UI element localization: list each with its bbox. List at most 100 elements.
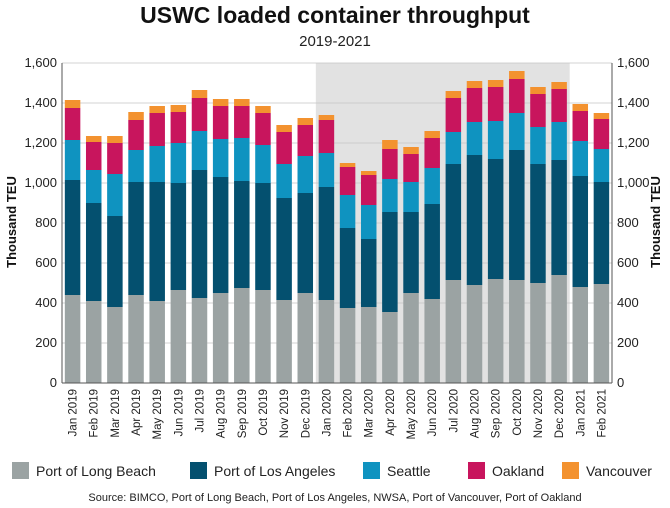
bar-segment (85, 170, 102, 203)
bar-segment (572, 176, 589, 287)
plot-area: 0 0 200 200 400 400 600 600 800 800 1,000 1,000 1,20… (24, 55, 649, 440)
x-tick-label: Feb 2019 (89, 389, 101, 438)
bar-segment (234, 99, 250, 106)
bar-segment (360, 205, 377, 239)
bar-segment (234, 138, 250, 181)
bar-segment (149, 182, 165, 301)
y-tick-label-left: 0 (50, 375, 57, 390)
bar-segment (572, 287, 589, 383)
bar-segment (64, 100, 81, 108)
bar-segment (149, 146, 165, 182)
bar-segment (297, 293, 314, 383)
bar-segment (509, 71, 525, 79)
bar-segment (509, 280, 525, 383)
bar-segment (445, 98, 462, 132)
x-tick-label: Jul 2020 (448, 389, 460, 432)
bar-segment (212, 106, 229, 139)
x-tick-label: Sep 2020 (491, 389, 503, 438)
bar-segment (191, 90, 208, 98)
bar-segment (487, 87, 504, 121)
bar-segment (445, 91, 462, 98)
bar-segment (466, 155, 483, 285)
bar-segment (64, 140, 81, 180)
bar-segment (530, 87, 546, 94)
chart-subtitle: 2019-2021 (299, 33, 371, 50)
bar-segment (64, 108, 81, 140)
bar-segment (382, 179, 398, 212)
bar-segment (64, 180, 81, 295)
bar-segment (191, 170, 208, 298)
x-tick-label: Jan 2021 (575, 389, 587, 436)
bar-segment (64, 295, 81, 383)
bar-segment (339, 163, 356, 167)
bar-segment (170, 112, 187, 143)
y-axis-label-left: Thousand TEU (4, 176, 19, 268)
bar-segment (276, 198, 292, 300)
bar-segment (107, 216, 123, 307)
x-tick-label: Feb 2020 (343, 389, 355, 438)
bar-segment (212, 99, 229, 106)
y-tick-label-left: 400 (35, 295, 57, 310)
bar-segment (509, 113, 525, 150)
bar-segment (403, 147, 419, 154)
bar-segment (212, 139, 229, 177)
y-tick-label-left: 600 (35, 255, 57, 270)
bar-segment (255, 183, 271, 290)
bar-segment (572, 141, 589, 176)
y-tick-label-left: 1,000 (24, 175, 57, 190)
y-tick-label-left: 1,400 (24, 95, 57, 110)
bar-segment (530, 283, 546, 383)
bar-segment (466, 81, 483, 88)
y-tick-label-left: 800 (35, 215, 57, 230)
legend-swatch (468, 462, 485, 479)
bar-segment (487, 80, 504, 87)
bar-segment (530, 127, 546, 164)
bar-segment (593, 182, 610, 284)
bar-segment (551, 89, 567, 122)
x-tick-label: May 2019 (152, 389, 164, 440)
bar-segment (107, 136, 123, 143)
bar-segment (403, 182, 419, 212)
x-tick-label: Jun 2019 (173, 389, 185, 436)
bar-segment (466, 88, 483, 122)
x-tick-label: Jan 2019 (68, 389, 80, 436)
bar-segment (255, 145, 271, 183)
bar-segment (149, 301, 165, 383)
x-tick-label: Mar 2020 (364, 389, 376, 438)
x-tick-label: Jan 2020 (321, 389, 333, 436)
bar-segment (466, 122, 483, 155)
bar-segment (170, 143, 187, 183)
bar-segment (424, 138, 440, 168)
bar-segment (424, 131, 440, 138)
x-tick-label: Nov 2019 (279, 389, 291, 438)
bar-segment (212, 293, 229, 383)
bar-segment (149, 113, 165, 146)
bar-segment (297, 125, 314, 156)
bar-segment (212, 177, 229, 293)
y-tick-label-right: 1,600 (617, 55, 650, 70)
bar-segment (487, 279, 504, 383)
legend-swatch (363, 462, 380, 479)
legend-label: Port of Los Angeles (214, 463, 335, 479)
y-tick-label-right: 800 (617, 215, 639, 230)
bar-segment (318, 187, 335, 300)
bar-segment (276, 164, 292, 198)
bar-segment (487, 121, 504, 159)
bar-segment (530, 94, 546, 127)
bar-segment (191, 98, 208, 131)
bar-segment (128, 182, 144, 295)
bar-segment (297, 156, 314, 193)
bar-segment (85, 301, 102, 383)
y-tick-label-right: 400 (617, 295, 639, 310)
y-tick-label-left: 1,200 (24, 135, 57, 150)
legend-label: Vancouver (586, 463, 652, 479)
bar-segment (424, 299, 440, 383)
bar-segment (191, 131, 208, 170)
bar-segment (276, 132, 292, 164)
bar-segment (424, 168, 440, 204)
bar-segment (382, 312, 398, 383)
bar-segment (551, 82, 567, 89)
x-tick-label: Nov 2020 (533, 389, 545, 438)
bar-segment (128, 295, 144, 383)
bar-segment (255, 106, 271, 113)
